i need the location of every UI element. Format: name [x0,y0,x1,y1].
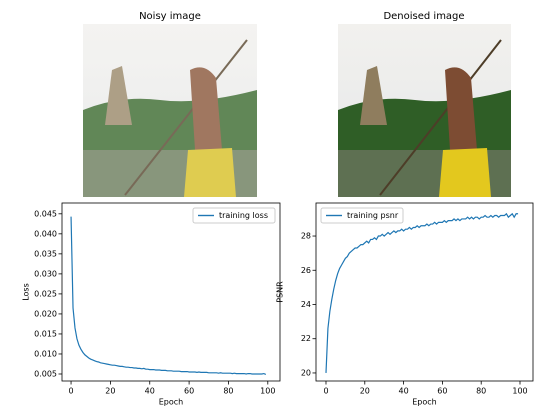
y-axis-label: PSNR [276,281,285,303]
y-tick-label: 0.005 [34,369,57,378]
image-noise [83,24,257,197]
y-tick-label: 0.040 [34,229,57,238]
y-tick-label: 0.035 [34,249,57,258]
x-tick-label: 80 [223,387,233,396]
y-tick-label: 0.020 [34,309,57,318]
noisy-image: Noisy image [83,11,257,197]
x-tick-label: 60 [437,387,447,396]
data-line [325,212,519,373]
y-tick-label: 28 [301,232,311,241]
y-tick-label: 0.025 [34,289,57,298]
image-hut [105,66,132,125]
x-tick-label: 40 [145,387,155,396]
legend-label: training psnr [347,211,399,220]
image-spear [124,39,248,196]
image-skirt [184,148,236,197]
x-tick-label: 80 [476,387,486,396]
image-figure [190,67,222,150]
x-tick-label: 60 [184,387,194,396]
image-figure [445,67,477,150]
image-hut [360,66,387,125]
legend-box [192,207,276,224]
y-tick-label: 24 [301,300,311,309]
y-tick-label: 0.030 [34,269,57,278]
y-tick-label: 0.010 [34,349,57,358]
y-axis-label: Loss [22,283,31,301]
x-tick-label: 20 [360,387,370,396]
plot-frame [315,202,534,382]
y-tick-label: 26 [301,266,311,275]
image-title: Denoised image [383,11,464,22]
x-axis-label: Epoch [412,398,437,407]
y-tick-label: 0.045 [34,209,57,218]
legend-box [320,207,404,224]
image-title: Noisy image [139,11,201,22]
x-tick-label: 100 [512,387,527,396]
x-tick-label: 0 [323,387,328,396]
y-tick-label: 0.015 [34,329,57,338]
denoised-image: Denoised image [338,11,511,197]
image-spear [379,39,502,196]
x-tick-label: 40 [399,387,409,396]
x-tick-label: 20 [105,387,115,396]
x-tick-label: 100 [260,387,275,396]
x-axis-label: Epoch [159,398,184,407]
data-line [70,216,267,375]
image-skirt [439,148,491,197]
legend-label: training loss [219,211,268,220]
x-tick-label: 0 [69,387,74,396]
y-tick-label: 22 [301,334,311,343]
y-tick-label: 20 [301,368,311,377]
plot-frame [61,202,281,382]
